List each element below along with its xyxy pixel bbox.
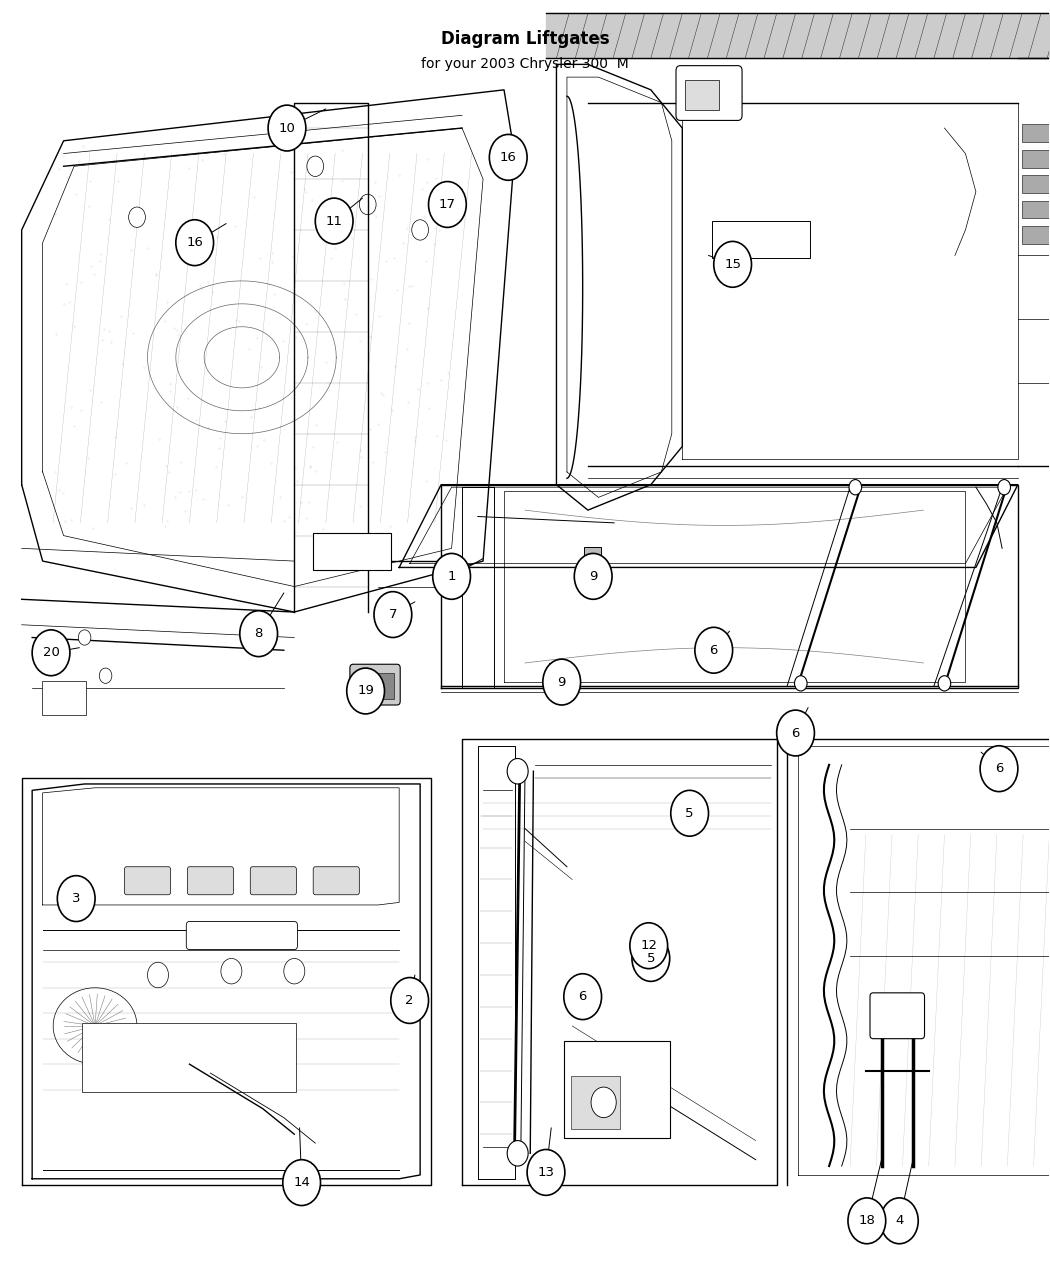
Text: 8: 8	[254, 627, 262, 640]
Circle shape	[543, 659, 581, 705]
Circle shape	[47, 655, 60, 671]
Text: 17: 17	[439, 198, 456, 210]
Text: 5: 5	[647, 952, 655, 965]
FancyBboxPatch shape	[564, 1042, 670, 1139]
FancyBboxPatch shape	[356, 673, 394, 699]
Circle shape	[938, 676, 950, 691]
Circle shape	[630, 923, 668, 969]
Circle shape	[346, 668, 384, 714]
Text: 16: 16	[500, 150, 517, 164]
Text: 19: 19	[357, 685, 374, 697]
Text: 6: 6	[792, 727, 800, 739]
Circle shape	[881, 1198, 919, 1243]
Circle shape	[307, 156, 323, 176]
Circle shape	[591, 1088, 616, 1118]
FancyBboxPatch shape	[1022, 200, 1050, 218]
Circle shape	[632, 936, 670, 982]
Circle shape	[671, 790, 709, 836]
Circle shape	[33, 630, 70, 676]
Circle shape	[220, 959, 242, 984]
Circle shape	[100, 668, 112, 683]
Circle shape	[315, 198, 353, 244]
Circle shape	[359, 194, 376, 214]
Circle shape	[239, 611, 277, 657]
FancyBboxPatch shape	[1022, 175, 1050, 193]
Circle shape	[391, 978, 428, 1024]
Text: 20: 20	[43, 646, 60, 659]
FancyBboxPatch shape	[187, 867, 233, 895]
FancyBboxPatch shape	[549, 663, 568, 680]
FancyBboxPatch shape	[125, 867, 170, 895]
Text: 16: 16	[186, 236, 203, 249]
Text: 12: 12	[640, 940, 657, 952]
Text: 3: 3	[72, 892, 81, 905]
Circle shape	[489, 134, 527, 180]
Circle shape	[998, 479, 1010, 495]
Text: 18: 18	[859, 1214, 876, 1228]
Circle shape	[795, 676, 807, 691]
Circle shape	[777, 710, 815, 756]
FancyBboxPatch shape	[584, 547, 601, 562]
Circle shape	[412, 219, 428, 240]
FancyBboxPatch shape	[571, 1076, 621, 1130]
Circle shape	[564, 974, 602, 1020]
Circle shape	[374, 592, 412, 638]
Circle shape	[284, 959, 304, 984]
Circle shape	[848, 1198, 886, 1243]
Text: 9: 9	[589, 570, 597, 583]
Circle shape	[282, 1160, 320, 1206]
FancyBboxPatch shape	[83, 1024, 296, 1093]
Circle shape	[433, 553, 470, 599]
FancyBboxPatch shape	[1022, 226, 1050, 244]
Text: for your 2003 Chrysler 300  M: for your 2003 Chrysler 300 M	[421, 57, 629, 71]
Text: 6: 6	[994, 762, 1003, 775]
Circle shape	[129, 207, 145, 227]
FancyBboxPatch shape	[870, 993, 924, 1039]
FancyBboxPatch shape	[313, 533, 391, 570]
FancyBboxPatch shape	[676, 65, 742, 120]
Text: 11: 11	[326, 214, 342, 227]
Circle shape	[79, 630, 91, 645]
FancyBboxPatch shape	[1022, 149, 1050, 167]
FancyBboxPatch shape	[186, 922, 297, 950]
Text: Diagram Liftgates: Diagram Liftgates	[441, 29, 609, 48]
Circle shape	[58, 876, 96, 922]
Circle shape	[507, 1141, 528, 1167]
Text: 14: 14	[293, 1176, 310, 1190]
Text: 15: 15	[724, 258, 741, 270]
Text: 9: 9	[558, 676, 566, 688]
Text: 2: 2	[405, 994, 414, 1007]
Circle shape	[527, 1150, 565, 1196]
Circle shape	[714, 241, 752, 287]
FancyBboxPatch shape	[42, 681, 86, 715]
Text: 1: 1	[447, 570, 456, 583]
Text: 10: 10	[278, 121, 295, 135]
FancyBboxPatch shape	[1022, 124, 1050, 142]
Text: 4: 4	[896, 1214, 904, 1228]
Circle shape	[147, 963, 168, 988]
Circle shape	[574, 553, 612, 599]
Text: 5: 5	[686, 807, 694, 820]
Circle shape	[980, 746, 1017, 792]
Circle shape	[428, 181, 466, 227]
Circle shape	[695, 627, 733, 673]
Text: 7: 7	[388, 608, 397, 621]
Text: 6: 6	[710, 644, 718, 657]
FancyBboxPatch shape	[686, 79, 719, 110]
FancyBboxPatch shape	[313, 867, 359, 895]
Text: 13: 13	[538, 1165, 554, 1179]
Text: 6: 6	[579, 991, 587, 1003]
Circle shape	[175, 219, 213, 265]
Circle shape	[507, 759, 528, 784]
Circle shape	[268, 105, 306, 150]
FancyBboxPatch shape	[250, 867, 296, 895]
FancyBboxPatch shape	[712, 221, 811, 258]
Circle shape	[849, 479, 862, 495]
FancyBboxPatch shape	[350, 664, 400, 705]
